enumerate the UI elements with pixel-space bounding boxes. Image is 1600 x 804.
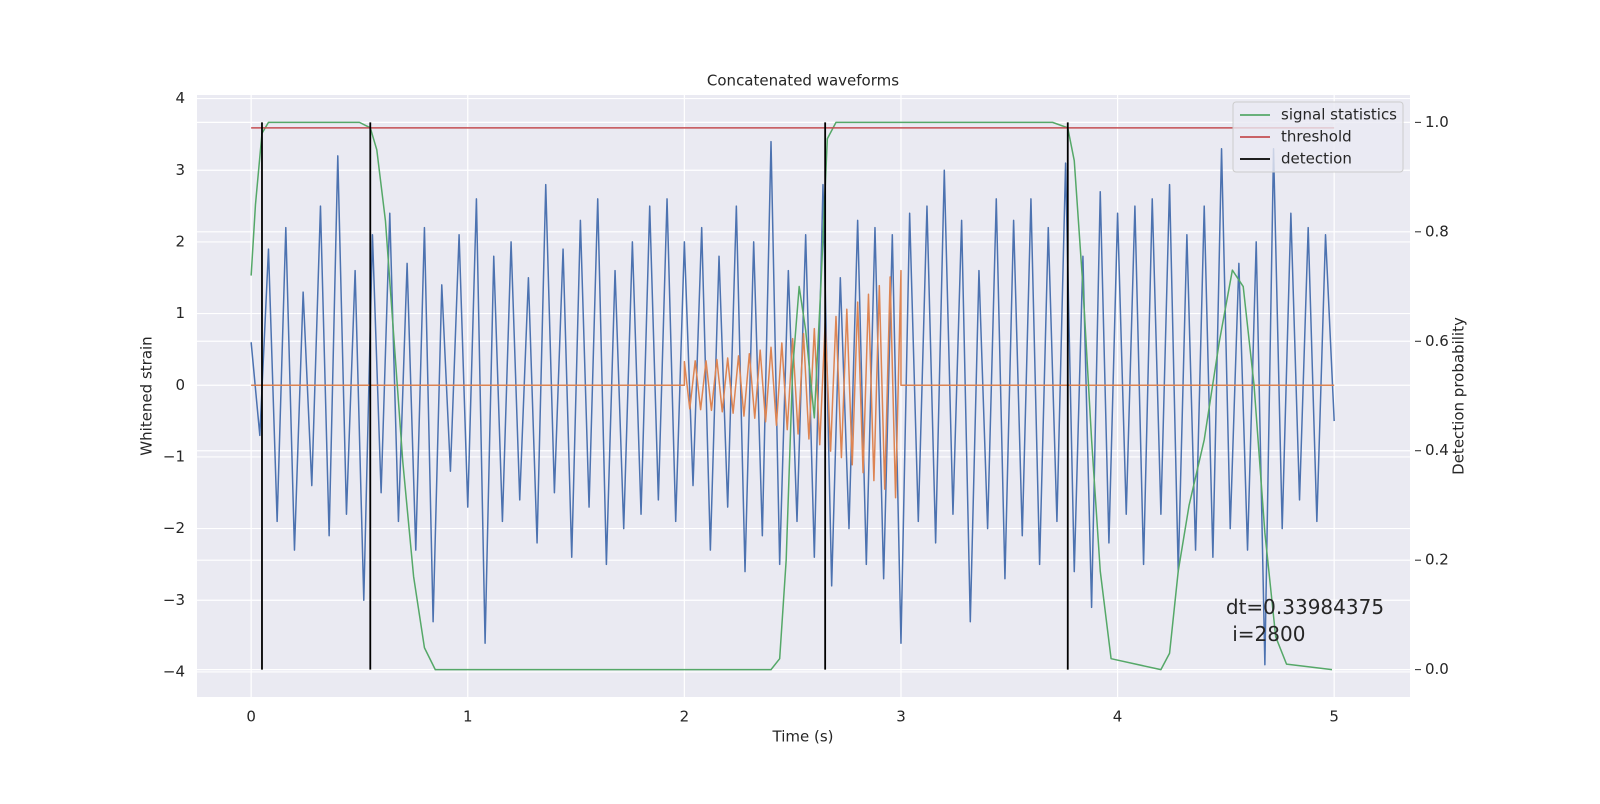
- y-tick-label: 1: [175, 304, 185, 322]
- chart-title: Concatenated waveforms: [707, 72, 899, 90]
- legend-label: detection: [1281, 150, 1352, 168]
- legend-label: signal statistics: [1281, 106, 1397, 124]
- line-series: [250, 140, 1335, 666]
- plot-area: [197, 95, 1410, 697]
- marks: [250, 121, 1335, 671]
- x-tick-label: 2: [680, 708, 690, 726]
- y-tick-label: 4: [175, 89, 185, 107]
- y2-axis-label: Detection probability: [1450, 317, 1468, 475]
- x-axis-label: Time (s): [772, 728, 834, 746]
- x-tick-label: 4: [1113, 708, 1123, 726]
- y-tick-label: 0: [175, 376, 185, 394]
- line-series: [250, 121, 1333, 671]
- y-tick-label: −1: [163, 447, 185, 465]
- annotation: dt=0.33984375 i=2800: [1226, 595, 1384, 646]
- legend-box: [1232, 101, 1404, 173]
- y2-tick-label: 0.2: [1425, 551, 1449, 569]
- annotation-text: i=2800: [1226, 622, 1306, 646]
- y2-tick-label: 0.6: [1425, 332, 1449, 350]
- y-tick-label: 2: [175, 232, 185, 250]
- y-tick-label: 3: [175, 161, 185, 179]
- legend-label: threshold: [1281, 128, 1352, 146]
- y-tick-label: −4: [163, 662, 185, 680]
- line-series: [251, 269, 1335, 499]
- annotation-text: dt=0.33984375: [1226, 595, 1384, 619]
- y2-tick-label: 0.4: [1425, 441, 1449, 459]
- y2-tick-label: 0.0: [1425, 660, 1449, 678]
- y2-tick-label: 0.8: [1425, 222, 1449, 240]
- x-tick-label: 5: [1329, 708, 1339, 726]
- legend: signal statistics threshold detection: [1232, 101, 1404, 173]
- y-axis-label: Whitened strain: [138, 336, 156, 455]
- y-tick-label: −2: [163, 519, 185, 537]
- x-tick-label: 1: [463, 708, 473, 726]
- y2-tick-label: 1.0: [1425, 113, 1449, 131]
- x-tick-label: 3: [896, 708, 906, 726]
- x-tick-label: 0: [246, 708, 256, 726]
- y-tick-label: −3: [163, 591, 185, 609]
